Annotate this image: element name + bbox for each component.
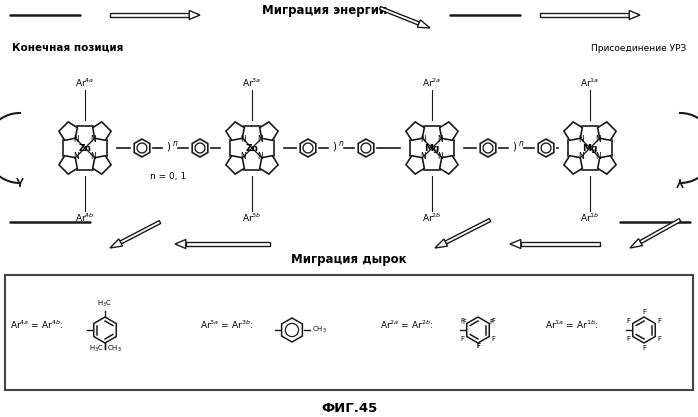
Text: F: F <box>658 318 662 324</box>
Polygon shape <box>445 219 491 244</box>
Text: N: N <box>258 152 263 161</box>
Text: Ar$^{4a}$ = Ar$^{4b}$:: Ar$^{4a}$ = Ar$^{4b}$: <box>10 319 64 331</box>
Text: n: n <box>339 138 344 148</box>
Text: F: F <box>462 319 466 325</box>
Polygon shape <box>480 139 496 157</box>
Text: N: N <box>91 152 96 161</box>
Text: Ar$^{2a}$: Ar$^{2a}$ <box>422 77 442 89</box>
Text: F: F <box>658 336 662 342</box>
Text: Ar$^{2a}$ = Ar$^{2b}$:: Ar$^{2a}$ = Ar$^{2b}$: <box>380 319 433 331</box>
Polygon shape <box>435 239 447 248</box>
Text: N: N <box>74 152 80 161</box>
Text: F: F <box>626 336 630 342</box>
Text: F: F <box>626 318 630 324</box>
Text: N: N <box>595 152 601 161</box>
Polygon shape <box>281 318 302 342</box>
Polygon shape <box>186 242 270 246</box>
Text: Zn: Zn <box>246 143 258 153</box>
Polygon shape <box>380 7 419 25</box>
Text: Mg: Mg <box>582 143 597 153</box>
Text: Ar$^{1a}$: Ar$^{1a}$ <box>580 77 600 89</box>
Polygon shape <box>639 219 681 244</box>
Text: F: F <box>490 319 494 325</box>
Polygon shape <box>120 221 161 244</box>
Text: n: n <box>519 138 524 148</box>
Text: N: N <box>595 135 601 144</box>
Text: Конечная позиция: Конечная позиция <box>12 43 124 53</box>
Text: F: F <box>461 336 464 342</box>
Text: Ar$^{3b}$: Ar$^{3b}$ <box>242 212 262 224</box>
Text: Ar$^{3a}$: Ar$^{3a}$ <box>242 77 262 89</box>
Text: Mg: Mg <box>424 143 440 153</box>
Text: F: F <box>461 318 464 324</box>
Text: ФИГ.45: ФИГ.45 <box>321 402 377 414</box>
Polygon shape <box>110 239 122 248</box>
Text: ): ) <box>332 141 336 151</box>
Text: Миграция энергии: Миграция энергии <box>262 3 387 17</box>
Polygon shape <box>189 10 200 20</box>
Polygon shape <box>175 239 186 249</box>
Text: Zn: Zn <box>78 143 91 153</box>
Text: F: F <box>476 343 480 349</box>
Text: F: F <box>476 343 480 349</box>
Text: N: N <box>241 152 246 161</box>
Text: N: N <box>438 152 443 161</box>
Polygon shape <box>521 242 600 246</box>
Text: F: F <box>491 318 496 324</box>
Polygon shape <box>192 139 208 157</box>
Text: N: N <box>258 135 263 144</box>
Text: N: N <box>421 135 426 144</box>
Text: N: N <box>438 135 443 144</box>
Text: N: N <box>241 135 246 144</box>
Polygon shape <box>630 239 642 248</box>
Text: N: N <box>579 152 584 161</box>
Polygon shape <box>629 10 640 20</box>
Text: ): ) <box>512 141 516 151</box>
Text: Ar$^{1a}$ = Ar$^{1b}$:: Ar$^{1a}$ = Ar$^{1b}$: <box>545 319 598 331</box>
Polygon shape <box>540 13 629 17</box>
Text: Ar$^{3a}$ = Ar$^{3b}$:: Ar$^{3a}$ = Ar$^{3b}$: <box>200 319 253 331</box>
Text: N: N <box>74 135 80 144</box>
Text: F: F <box>642 309 646 315</box>
Text: Ar$^{2b}$: Ar$^{2b}$ <box>422 212 442 224</box>
Polygon shape <box>300 139 315 157</box>
Polygon shape <box>538 139 554 157</box>
Text: Миграция дырок: Миграция дырок <box>291 254 407 266</box>
Polygon shape <box>510 239 521 249</box>
Text: N: N <box>421 152 426 161</box>
Text: Ar$^{4b}$: Ar$^{4b}$ <box>75 212 95 224</box>
Text: ): ) <box>166 141 170 151</box>
Text: Ar$^{1b}$: Ar$^{1b}$ <box>580 212 600 224</box>
Text: F: F <box>642 345 646 351</box>
Text: H$_3$C: H$_3$C <box>89 344 104 354</box>
Text: CH$_3$: CH$_3$ <box>107 344 122 354</box>
Text: N: N <box>91 135 96 144</box>
Polygon shape <box>358 139 374 157</box>
Text: n = 0, 1: n = 0, 1 <box>150 171 186 181</box>
Text: CH$_3$: CH$_3$ <box>312 325 327 335</box>
Text: H$_3$C: H$_3$C <box>98 299 112 309</box>
Text: N: N <box>579 135 584 144</box>
Polygon shape <box>417 20 430 28</box>
Text: n: n <box>173 138 178 148</box>
Text: Ar$^{4a}$: Ar$^{4a}$ <box>75 77 95 89</box>
Polygon shape <box>110 13 189 17</box>
Text: Присоединение УРЗ: Присоединение УРЗ <box>591 43 686 53</box>
Polygon shape <box>134 139 150 157</box>
Text: F: F <box>491 336 496 342</box>
FancyBboxPatch shape <box>5 275 693 390</box>
